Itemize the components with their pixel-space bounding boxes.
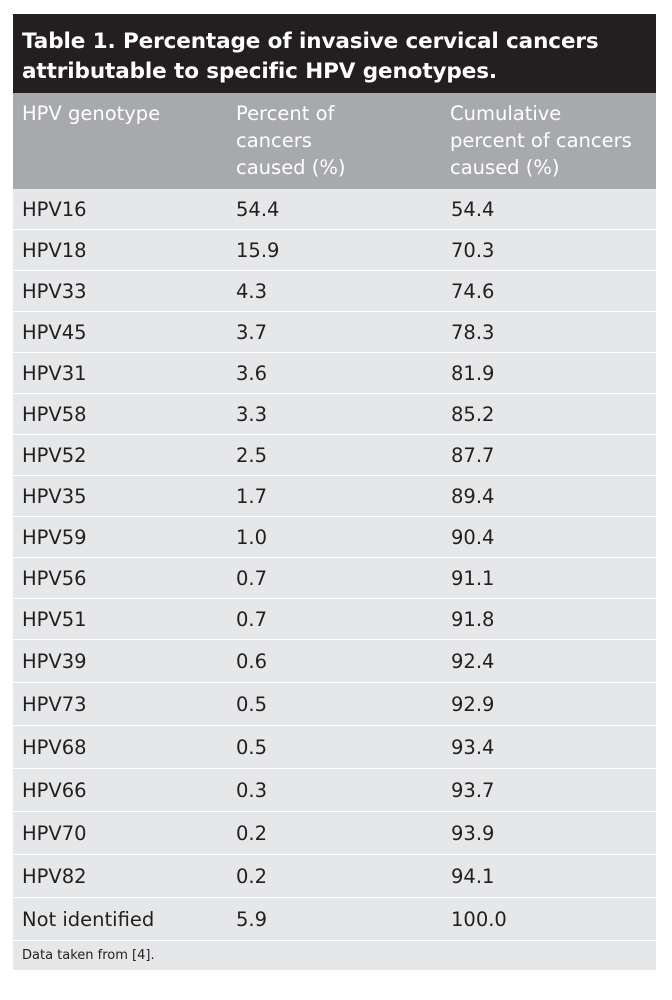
cell-percent: 0.7 (236, 567, 268, 590)
table-row: HPV16 54.4 54.4 (13, 189, 656, 230)
cell-percent: 4.3 (236, 280, 268, 303)
table-row: HPV58 3.3 85.2 (13, 394, 656, 435)
cell-cumulative: 94.1 (451, 865, 495, 888)
cell-percent: 0.5 (236, 736, 268, 759)
cell-percent: 0.6 (236, 650, 268, 673)
cell-percent: 1.7 (236, 485, 268, 508)
table-row: HPV70 0.2 93.9 (13, 812, 656, 855)
table-title-line-1: Table 1. Percentage of invasive cervical… (22, 29, 599, 54)
cell-percent: 54.4 (236, 198, 280, 221)
cell-genotype: HPV39 (22, 650, 87, 673)
table-row: HPV18 15.9 70.3 (13, 230, 656, 271)
cell-cumulative: 78.3 (451, 321, 495, 344)
header-cumulative-line-2: percent of cancers (450, 129, 632, 152)
cell-percent: 0.5 (236, 693, 268, 716)
cell-genotype: HPV70 (22, 822, 87, 845)
cell-genotype: HPV82 (22, 865, 87, 888)
header-percent-line-1: Percent of (236, 102, 335, 125)
table-row: HPV52 2.5 87.7 (13, 435, 656, 476)
cell-percent: 0.2 (236, 865, 268, 888)
cell-genotype: HPV45 (22, 321, 87, 344)
cell-cumulative: 91.8 (451, 608, 495, 631)
table-row: Not identified 5.9 100.0 (13, 898, 656, 941)
cell-percent: 2.5 (236, 444, 268, 467)
cell-genotype: HPV52 (22, 444, 87, 467)
table-row: HPV51 0.7 91.8 (13, 599, 656, 640)
cell-genotype: HPV33 (22, 280, 87, 303)
header-cumulative-line-3: caused (%) (450, 156, 560, 179)
cell-cumulative: 54.4 (451, 198, 495, 221)
cell-cumulative: 90.4 (451, 526, 495, 549)
cell-genotype: HPV31 (22, 362, 87, 385)
cell-genotype: HPV66 (22, 779, 87, 802)
cell-cumulative: 93.9 (451, 822, 495, 845)
table-body: HPV16 54.4 54.4 HPV18 15.9 70.3 HPV33 4.3 74.6 HP… (13, 189, 656, 941)
cell-percent: 1.0 (236, 526, 268, 549)
table-title-line-2: attributable to specific HPV genotypes. (22, 59, 497, 84)
table-footnote: Data taken from [4]. (13, 941, 656, 970)
table-row: HPV33 4.3 74.6 (13, 271, 656, 312)
cell-cumulative: 100.0 (451, 908, 507, 931)
cell-cumulative: 87.7 (451, 444, 495, 467)
cell-percent: 0.2 (236, 822, 268, 845)
cell-genotype: HPV16 (22, 198, 87, 221)
table-row: HPV31 3.6 81.9 (13, 353, 656, 394)
cell-genotype: HPV35 (22, 485, 87, 508)
cell-genotype: HPV73 (22, 693, 87, 716)
header-percent: Percent of cancers caused (%) (236, 100, 450, 189)
header-percent-line-3: caused (%) (236, 156, 346, 179)
cell-cumulative: 93.7 (451, 779, 495, 802)
table-row: HPV73 0.5 92.9 (13, 683, 656, 726)
table-row: HPV35 1.7 89.4 (13, 476, 656, 517)
table-row: HPV39 0.6 92.4 (13, 640, 656, 683)
cell-cumulative: 74.6 (451, 280, 495, 303)
table-title: Table 1. Percentage of invasive cervical… (13, 14, 656, 93)
cell-genotype: Not identified (22, 908, 155, 931)
table-row: HPV45 3.7 78.3 (13, 312, 656, 353)
cell-percent: 3.6 (236, 362, 268, 385)
header-genotype-label: HPV genotype (22, 102, 161, 125)
cell-genotype: HPV58 (22, 403, 87, 426)
header-cumulative-line-1: Cumulative (450, 102, 562, 125)
cell-genotype: HPV51 (22, 608, 87, 631)
cell-percent: 15.9 (236, 239, 280, 262)
cell-cumulative: 93.4 (451, 736, 495, 759)
cell-cumulative: 81.9 (451, 362, 495, 385)
cell-percent: 5.9 (236, 908, 268, 931)
cell-cumulative: 91.1 (451, 567, 495, 590)
cell-genotype: HPV18 (22, 239, 87, 262)
data-table: Table 1. Percentage of invasive cervical… (13, 14, 656, 970)
cell-percent: 0.7 (236, 608, 268, 631)
table-row: HPV68 0.5 93.4 (13, 726, 656, 769)
cell-cumulative: 92.9 (451, 693, 495, 716)
header-cumulative: Cumulative percent of cancers caused (%) (450, 100, 655, 189)
table-header-row: HPV genotype Percent of cancers caused (… (13, 93, 656, 189)
header-percent-line-2: cancers (236, 129, 312, 152)
table-row: HPV56 0.7 91.1 (13, 558, 656, 599)
cell-cumulative: 89.4 (451, 485, 495, 508)
cell-percent: 3.3 (236, 403, 268, 426)
cell-percent: 0.3 (236, 779, 268, 802)
cell-cumulative: 92.4 (451, 650, 495, 673)
table-row: HPV66 0.3 93.7 (13, 769, 656, 812)
header-genotype: HPV genotype (13, 100, 236, 189)
cell-genotype: HPV59 (22, 526, 87, 549)
table-row: HPV59 1.0 90.4 (13, 517, 656, 558)
cell-cumulative: 85.2 (451, 403, 495, 426)
cell-genotype: HPV56 (22, 567, 87, 590)
cell-percent: 3.7 (236, 321, 268, 344)
cell-genotype: HPV68 (22, 736, 87, 759)
cell-cumulative: 70.3 (451, 239, 495, 262)
table-row: HPV82 0.2 94.1 (13, 855, 656, 898)
